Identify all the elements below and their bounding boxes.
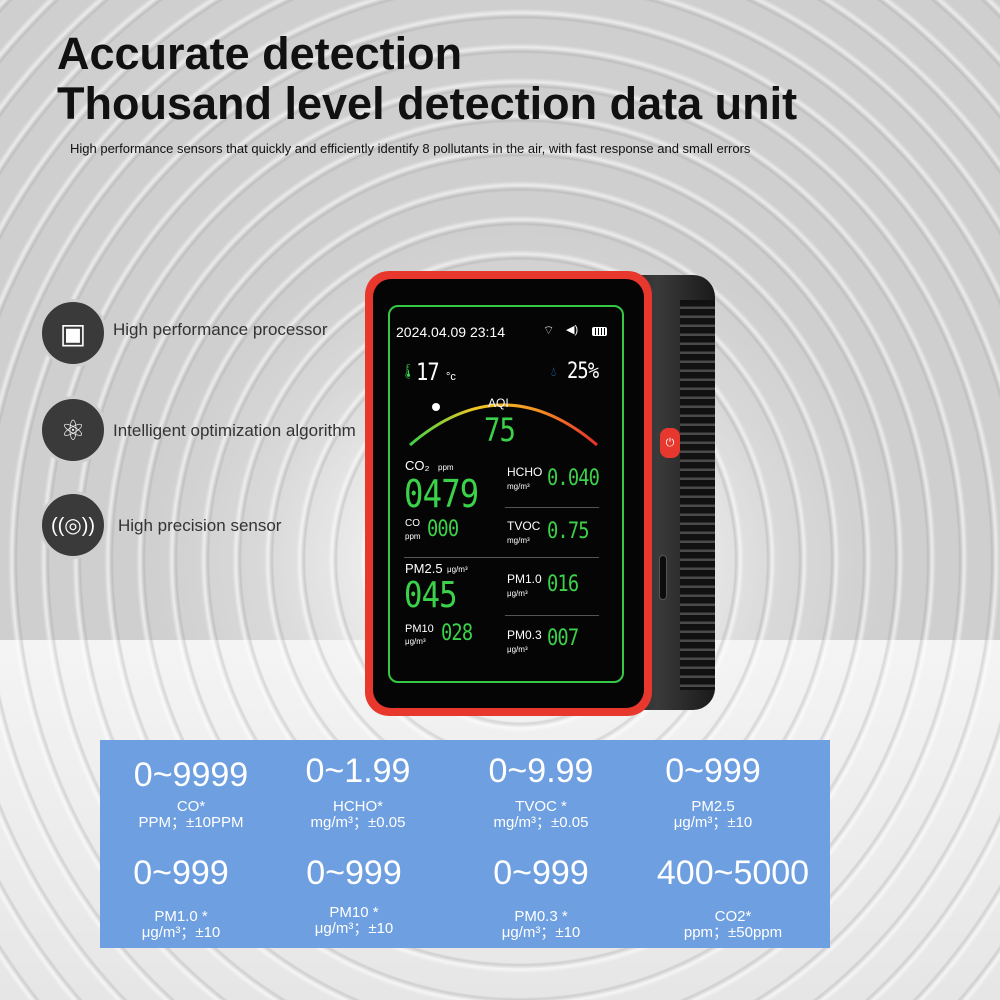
usb-c-port — [659, 555, 667, 600]
hcho-label: HCHO — [507, 465, 543, 479]
device-vents — [680, 300, 715, 690]
pm10-label: PM10 — [405, 623, 434, 635]
feature-processor: High performance processor — [113, 320, 328, 339]
spec-accuracy: μg/m³；±10 — [314, 920, 394, 937]
device-screen — [373, 279, 644, 708]
spec-pm03: 0~999 PM0.3 * μg/m³；±10 — [450, 854, 632, 941]
atom-icon: ⚛ — [39, 396, 107, 464]
hcho-value: 0.040 — [547, 466, 600, 491]
headline-2: Thousand level detection data unit — [57, 78, 798, 129]
spec-range: 0~1.99 — [305, 752, 411, 790]
power-button[interactable]: ⏻ — [660, 428, 680, 458]
spec-name: TVOC * — [515, 798, 567, 815]
battery-icon — [592, 327, 607, 336]
tvoc-unit: mg/m³ — [507, 536, 530, 545]
pm25-value: 045 — [404, 575, 458, 616]
spec-name: CO* — [176, 798, 206, 815]
pm1-label: PM1.0 — [507, 572, 542, 586]
aqi-gauge — [409, 403, 598, 447]
spec-name: PM0.3 * — [514, 908, 568, 925]
spec-name: PM2.5 — [691, 798, 735, 815]
spec-tvoc: 0~9.99 TVOC * mg/m³；±0.05 — [450, 752, 632, 831]
spec-co: 0~9999 CO* PPM；±10PPM — [100, 756, 282, 831]
spec-accuracy: μg/m³；±10 — [141, 924, 221, 941]
spec-pm25: 0~999 PM2.5 μg/m³；±10 — [622, 752, 804, 831]
co-unit: ppm — [405, 532, 421, 541]
processor-chip-icon: ▣ — [39, 299, 107, 367]
tvoc-label: TVOC — [507, 519, 541, 533]
spec-accuracy: PPM；±10PPM — [138, 814, 244, 831]
spec-accuracy: mg/m³；±0.05 — [493, 814, 589, 831]
screen-border — [388, 305, 624, 683]
spec-range: 0~999 — [133, 854, 229, 892]
spec-hcho: 0~1.99 HCHO* mg/m³；±0.05 — [267, 752, 449, 831]
pm03-label: PM0.3 — [507, 628, 542, 642]
pm25-label: PM2.5 — [405, 561, 443, 576]
co-value: 000 — [427, 517, 459, 542]
gauge-arc — [409, 403, 598, 447]
temperature-unit: °c — [446, 371, 456, 383]
feature-sensor: High precision sensor — [118, 516, 282, 535]
co2-value: 0479 — [404, 472, 479, 516]
feature-algorithm: Intelligent optimization algorithm — [113, 421, 356, 440]
humidity-value: 25% — [567, 359, 599, 384]
divider — [404, 557, 599, 558]
headline-1: Accurate detection — [57, 28, 463, 79]
spec-panel: 0~9999 CO* PPM；±10PPM 0~1.99 HCHO* mg/m³；±0.… — [100, 740, 830, 948]
spec-range: 400~5000 — [656, 854, 810, 892]
spec-co2: 400~5000 CO2* ppm；±50ppm — [642, 854, 824, 941]
co-label: CO — [405, 518, 420, 529]
spec-pm1: 0~999 PM1.0 * μg/m³；±10 — [90, 854, 272, 941]
spec-range: 0~999 — [665, 752, 761, 790]
divider — [505, 507, 599, 508]
pm10-unit: μg/m³ — [405, 637, 426, 646]
pm03-value: 007 — [547, 626, 579, 651]
spec-accuracy: μg/m³；±10 — [501, 924, 581, 941]
temperature-value: 17 — [416, 358, 440, 386]
datetime: 2024.04.09 23:14 — [396, 324, 505, 340]
wifi-icon: ⌔ — [543, 323, 555, 337]
spec-accuracy: μg/m³；±10 — [673, 814, 753, 831]
spec-accuracy: ppm；±50ppm — [683, 924, 783, 941]
spec-pm10: 0~999 PM10 * μg/m³；±10 — [263, 854, 445, 937]
spec-range: 0~9.99 — [488, 752, 594, 790]
aqi-value: 75 — [484, 411, 516, 449]
spec-range: 0~999 — [306, 854, 402, 892]
tvoc-value: 0.75 — [547, 519, 589, 544]
subtitle: High performance sensors that quickly an… — [70, 141, 751, 156]
speaker-icon: ◀) — [566, 324, 579, 336]
sensor-waves-icon: ((◎)) — [39, 491, 107, 559]
hcho-unit: mg/m³ — [507, 482, 530, 491]
spec-accuracy: mg/m³；±0.05 — [310, 814, 406, 831]
spec-range: 0~9999 — [133, 756, 249, 794]
divider — [505, 615, 599, 616]
thermometer-icon: 🌡︎ — [400, 363, 410, 379]
gauge-indicator — [432, 403, 440, 411]
spec-name: HCHO* — [332, 798, 383, 815]
spec-name: CO2* — [714, 908, 752, 925]
pm03-unit: μg/m³ — [507, 645, 528, 654]
pm25-unit: μg/m³ — [447, 565, 468, 574]
pm1-unit: μg/m³ — [507, 589, 528, 598]
spec-name: PM10 * — [329, 904, 379, 921]
aqi-label: AQI — [488, 396, 509, 410]
co2-unit: ppm — [438, 463, 454, 472]
humidity-drop-icon: 💧︎ — [551, 364, 557, 379]
pm10-value: 028 — [441, 621, 473, 646]
spec-range: 0~999 — [493, 854, 589, 892]
co2-label: CO₂ — [405, 458, 430, 473]
pm1-value: 016 — [547, 572, 579, 597]
spec-name: PM1.0 * — [154, 908, 208, 925]
